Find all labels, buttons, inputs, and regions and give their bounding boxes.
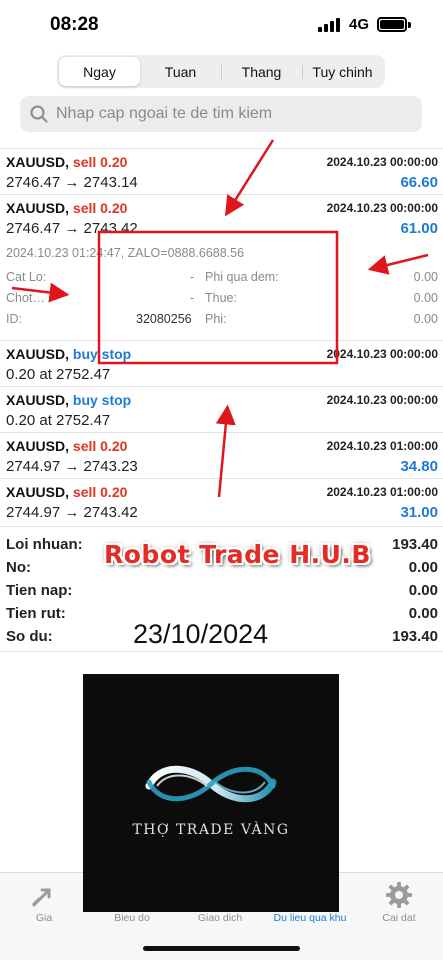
- phi-label: Phi:: [205, 312, 227, 326]
- status-bar: 08:28 4G: [0, 0, 443, 50]
- thue-value: 0.00: [413, 291, 438, 305]
- order-symbol: XAUUSD,: [6, 154, 70, 170]
- order-row[interactable]: XAUUSD, buy stop 0.20 at 2752.47 2024.10…: [0, 340, 443, 386]
- order-prices: 0.20 at 2752.47: [6, 366, 111, 383]
- order-row[interactable]: XAUUSD, sell 0.20 2744.97 → 2743.23 2024…: [0, 432, 443, 478]
- divider: [0, 148, 443, 149]
- tab-ngay[interactable]: Ngay: [59, 57, 140, 86]
- order-prices: 2746.47 → 2743.42: [6, 220, 138, 237]
- chot-value: -: [190, 291, 195, 305]
- tab-label: Bieu do: [114, 912, 150, 924]
- order-profit: 34.80: [400, 458, 438, 475]
- order-time: 2024.10.23 01:00:00: [326, 439, 438, 453]
- order-time: 2024.10.23 00:00:00: [326, 155, 438, 169]
- chot-label: Chot…: [6, 291, 45, 305]
- network-type: 4G: [349, 16, 370, 33]
- id-label: ID:: [6, 312, 22, 326]
- order-kind: sell 0.20: [72, 154, 128, 170]
- order-prices: 2744.97 → 2743.23: [6, 458, 138, 475]
- phi-qua-dem-label: Phi qua dem:: [205, 270, 279, 284]
- cat-lo-label: Cat Lo:: [6, 270, 47, 284]
- tab-cai-dat[interactable]: Cai dat: [355, 873, 443, 933]
- search-icon: [30, 105, 48, 123]
- order-kind: sell 0.20: [72, 484, 128, 500]
- order-prices: 2744.97 → 2743.42: [6, 504, 138, 521]
- divider: [0, 386, 443, 387]
- battery-tip: [408, 22, 411, 28]
- order-time: 2024.10.23 00:00:00: [326, 393, 438, 407]
- battery-icon: [377, 17, 407, 32]
- search-bar[interactable]: [20, 96, 422, 132]
- summary-balance-label: So du:: [6, 628, 53, 645]
- order-prices: 2746.47 → 2743.14: [6, 174, 138, 191]
- tab-label: Gia: [35, 912, 53, 924]
- infinity-logo-icon: [145, 765, 277, 803]
- summary-profit-value: 193.40: [392, 536, 438, 553]
- phi-qua-dem-value: 0.00: [413, 270, 438, 284]
- order-symbol: XAUUSD,: [6, 392, 70, 408]
- tab-du-lieu-qua-khu[interactable]: Du lieu qua khu: [264, 873, 356, 933]
- order-profit: 31.00: [400, 504, 438, 521]
- tab-gia[interactable]: Gia: [0, 873, 88, 933]
- order-symbol: XAUUSD,: [6, 346, 70, 362]
- status-time: 08:28: [50, 14, 99, 35]
- order-kind: sell 0.20: [72, 200, 128, 216]
- order-row[interactable]: XAUUSD, sell 0.20 2746.47 → 2743.42 2024…: [0, 194, 443, 240]
- thue-label: Thue:: [205, 291, 237, 305]
- tab-label: Giao dich: [197, 912, 243, 924]
- period-segmented-control: Ngay Tuan Thang Tuy chinh: [57, 55, 385, 88]
- summary-deposit-label: Tien nap:: [6, 582, 73, 599]
- tab-label: Du lieu qua khu: [273, 912, 347, 924]
- brand-overlay: Robot Trade H.U.B: [104, 540, 371, 569]
- summary-balance-value: 193.40: [392, 628, 438, 645]
- search-input[interactable]: [56, 105, 396, 123]
- summary-withdraw-value: 0.00: [408, 605, 438, 622]
- order-time: 2024.10.23 00:00:00: [326, 201, 438, 215]
- date-overlay: 23/10/2024: [133, 619, 269, 649]
- gear-icon: [386, 882, 412, 908]
- tab-bieu-do[interactable]: Bieu do: [88, 873, 176, 933]
- order-prices: 0.20 at 2752.47: [6, 412, 111, 429]
- detail-header: 2024.10.23 01:24:47, ZALO=0888.6688.56: [6, 246, 245, 260]
- tab-thang[interactable]: Thang: [221, 57, 302, 86]
- order-row[interactable]: XAUUSD, sell 0.20 2746.47 → 2743.14 2024…: [0, 148, 443, 194]
- order-row[interactable]: XAUUSD, sell 0.20 2744.97 → 2743.42 2024…: [0, 478, 443, 524]
- summary-deposit-value: 0.00: [408, 582, 438, 599]
- divider: [0, 194, 443, 195]
- order-detail-panel: 2024.10.23 01:24:47, ZALO=0888.6688.56 C…: [0, 242, 443, 338]
- tab-tuy-chinh[interactable]: Tuy chinh: [302, 57, 383, 86]
- order-kind: buy stop: [72, 346, 132, 362]
- order-time: 2024.10.23 01:00:00: [326, 485, 438, 499]
- divider: [0, 651, 443, 652]
- tab-tuan[interactable]: Tuan: [164, 63, 197, 80]
- signal-icon: [318, 18, 344, 32]
- id-value: 32080256: [136, 312, 192, 326]
- tab-giao-dich[interactable]: Giao dich: [176, 873, 264, 933]
- divider: [0, 526, 443, 527]
- tab-label: Cai dat: [382, 912, 416, 924]
- logo-text: THỢ TRADE VÀNG: [132, 822, 290, 838]
- order-profit: 66.60: [400, 174, 438, 191]
- trend-arrows-icon: [32, 888, 51, 907]
- logo-overlay: THỢ TRADE VÀNG: [83, 674, 339, 912]
- order-symbol: XAUUSD,: [6, 200, 70, 216]
- summary-debt-value: 0.00: [408, 559, 438, 576]
- order-symbol: XAUUSD,: [6, 484, 70, 500]
- order-time: 2024.10.23 00:00:00: [326, 347, 438, 361]
- cat-lo-value: -: [190, 270, 195, 284]
- order-kind: sell 0.20: [72, 438, 128, 454]
- summary-debt-label: No:: [6, 559, 31, 576]
- order-kind: buy stop: [72, 392, 132, 408]
- order-row[interactable]: XAUUSD, buy stop 0.20 at 2752.47 2024.10…: [0, 386, 443, 432]
- order-symbol: XAUUSD,: [6, 438, 70, 454]
- home-indicator: [143, 946, 300, 951]
- phi-value: 0.00: [413, 312, 438, 326]
- order-profit: 61.00: [400, 220, 438, 237]
- summary-profit-label: Loi nhuan:: [6, 536, 83, 553]
- summary-withdraw-label: Tien rut:: [6, 605, 66, 622]
